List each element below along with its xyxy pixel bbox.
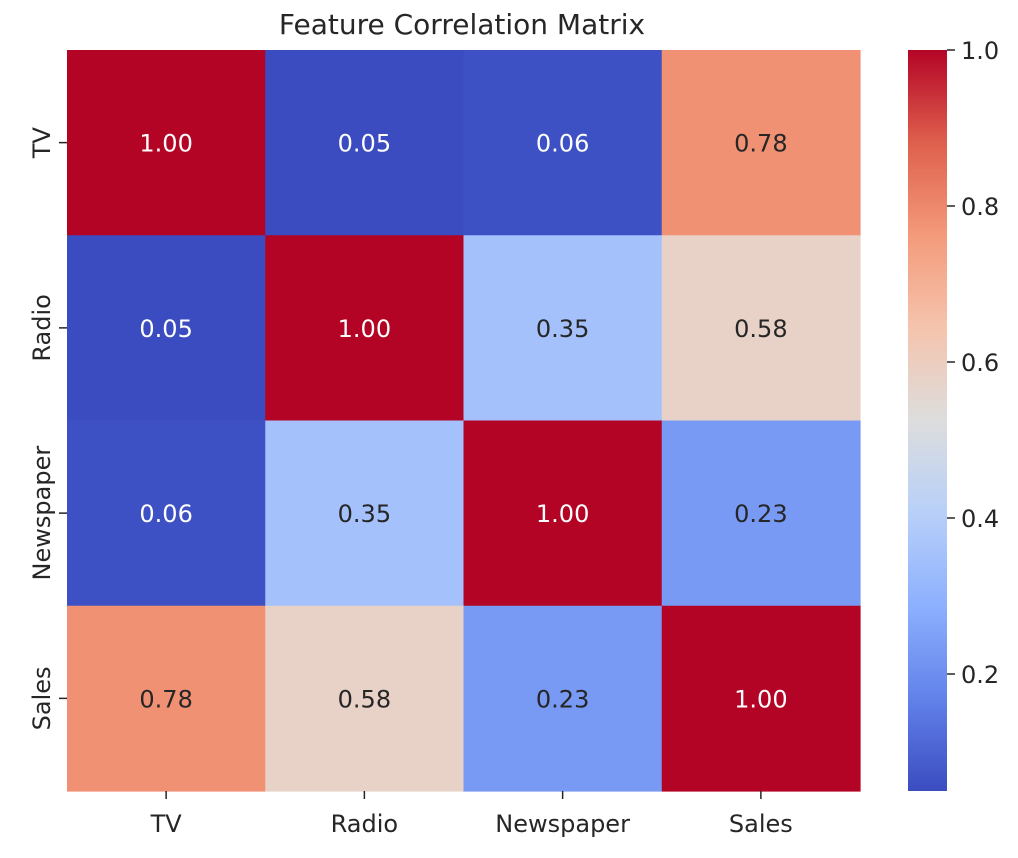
heatmap-cell-radio-radio (265, 235, 465, 422)
heatmap-cell-tv-newspaper (463, 50, 663, 236)
y-tick-label: Newspaper (28, 446, 56, 581)
cell-value-label: 0.06 (536, 130, 589, 158)
colorbar-tick-label: 0.6 (961, 349, 999, 377)
colorbar-tick-label: 0.4 (961, 505, 999, 533)
colorbar (908, 50, 947, 791)
cell-value-label: 0.35 (338, 500, 391, 528)
cell-value-label: 0.05 (338, 130, 391, 158)
heatmap-cell-sales-newspaper (463, 605, 663, 792)
x-tick-label: Sales (729, 810, 793, 838)
cell-value-label: 1.00 (734, 685, 787, 713)
heatmap-cell-radio-tv (67, 235, 266, 422)
colorbar-tick-label: 1.0 (961, 37, 999, 65)
colorbar-axis: 0.2 0.4 0.6 0.8 1.0 (947, 37, 999, 689)
y-tick-label: Sales (28, 666, 56, 730)
cell-value-label: 0.78 (734, 130, 787, 158)
x-axis: TV Radio Newspaper Sales (150, 791, 793, 838)
heatmap-cell-tv-radio (265, 50, 465, 236)
cell-value-label: 1.00 (536, 500, 589, 528)
heatmap-cell-sales-radio (265, 605, 465, 792)
heatmap-cell-sales-sales (661, 605, 861, 792)
x-tick-label: Newspaper (495, 810, 630, 838)
cell-value-label: 0.05 (139, 315, 192, 343)
heatmap-cells (67, 50, 861, 792)
y-tick-label: TV (28, 127, 56, 160)
chart-title: Feature Correlation Matrix (279, 8, 645, 41)
heatmap-cell-newspaper-tv (67, 420, 266, 607)
cell-value-label: 1.00 (338, 315, 391, 343)
colorbar-tick-label: 0.2 (961, 661, 999, 689)
heatmap-cell-radio-newspaper (463, 235, 663, 422)
heatmap-cell-tv-tv (67, 50, 266, 236)
heatmap-cell-radio-sales (661, 235, 861, 422)
cell-value-label: 0.23 (734, 500, 787, 528)
x-tick-label: TV (150, 810, 183, 838)
cell-value-label: 0.58 (734, 315, 787, 343)
heatmap-cell-newspaper-newspaper (463, 420, 663, 607)
cell-value-label: 0.23 (536, 685, 589, 713)
cell-value-label: 0.58 (338, 685, 391, 713)
heatmap-cell-sales-tv (67, 605, 266, 792)
cell-value-label: 0.78 (139, 685, 192, 713)
heatmap-cell-newspaper-sales (661, 420, 861, 607)
heatmap-cell-tv-sales (661, 50, 861, 236)
heatmap-annotations: 1.00 0.05 0.06 0.78 0.05 1.00 0.35 0.58 0.06 0.35… (139, 130, 787, 714)
colorbar-tick-label: 0.8 (961, 193, 999, 221)
cell-value-label: 0.35 (536, 315, 589, 343)
x-tick-label: Radio (331, 810, 398, 838)
y-tick-label: Radio (28, 294, 56, 361)
heatmap-cell-newspaper-radio (265, 420, 465, 607)
cell-value-label: 1.00 (139, 130, 192, 158)
cell-value-label: 0.06 (139, 500, 192, 528)
y-axis: TV Radio Newspaper Sales (28, 127, 67, 730)
